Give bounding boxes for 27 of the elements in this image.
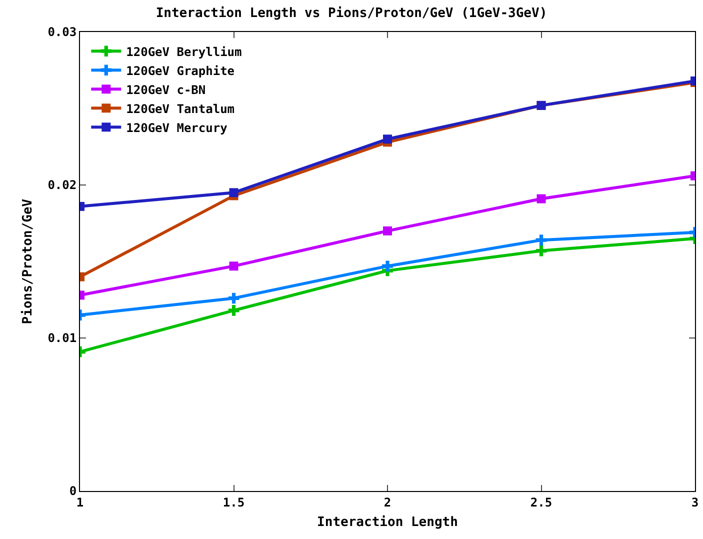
point [228,292,240,304]
point [536,234,547,246]
legend-label: 120GeV Tantalum [126,102,235,116]
point [536,194,546,204]
legend-label: 120GeV Beryllium [126,44,242,59]
point [229,262,238,271]
y-axis-title: Pions/Proton/GeV [20,198,36,324]
y-tick-label: 0.01 [48,331,77,346]
legend-label: 120GeV c-BN [126,82,206,97]
chart-title: Interaction Length vs Pions/Proton/GeV (1GeV-3GeV) [156,6,548,22]
point [228,305,240,316]
y-tick-label: 0.02 [48,178,77,192]
point [536,245,547,256]
point [383,226,392,236]
x-tick-label: 1.5 [222,495,245,510]
y-tick-label: 0 [69,484,77,498]
y-tick-label: 0.03 [48,25,77,40]
x-tick-label: 2.5 [530,495,552,510]
point [382,260,393,272]
x-tick-label: 2 [384,495,392,510]
point [383,134,392,144]
x-tick-label: 1 [76,495,84,510]
x-tick-label: 3 [691,495,699,510]
point [229,188,238,198]
legend-label: 120GeV Graphite [126,64,235,78]
legend-label: 120GeV Mercury [126,120,228,135]
x-axis-title: Interaction Length [317,515,458,530]
